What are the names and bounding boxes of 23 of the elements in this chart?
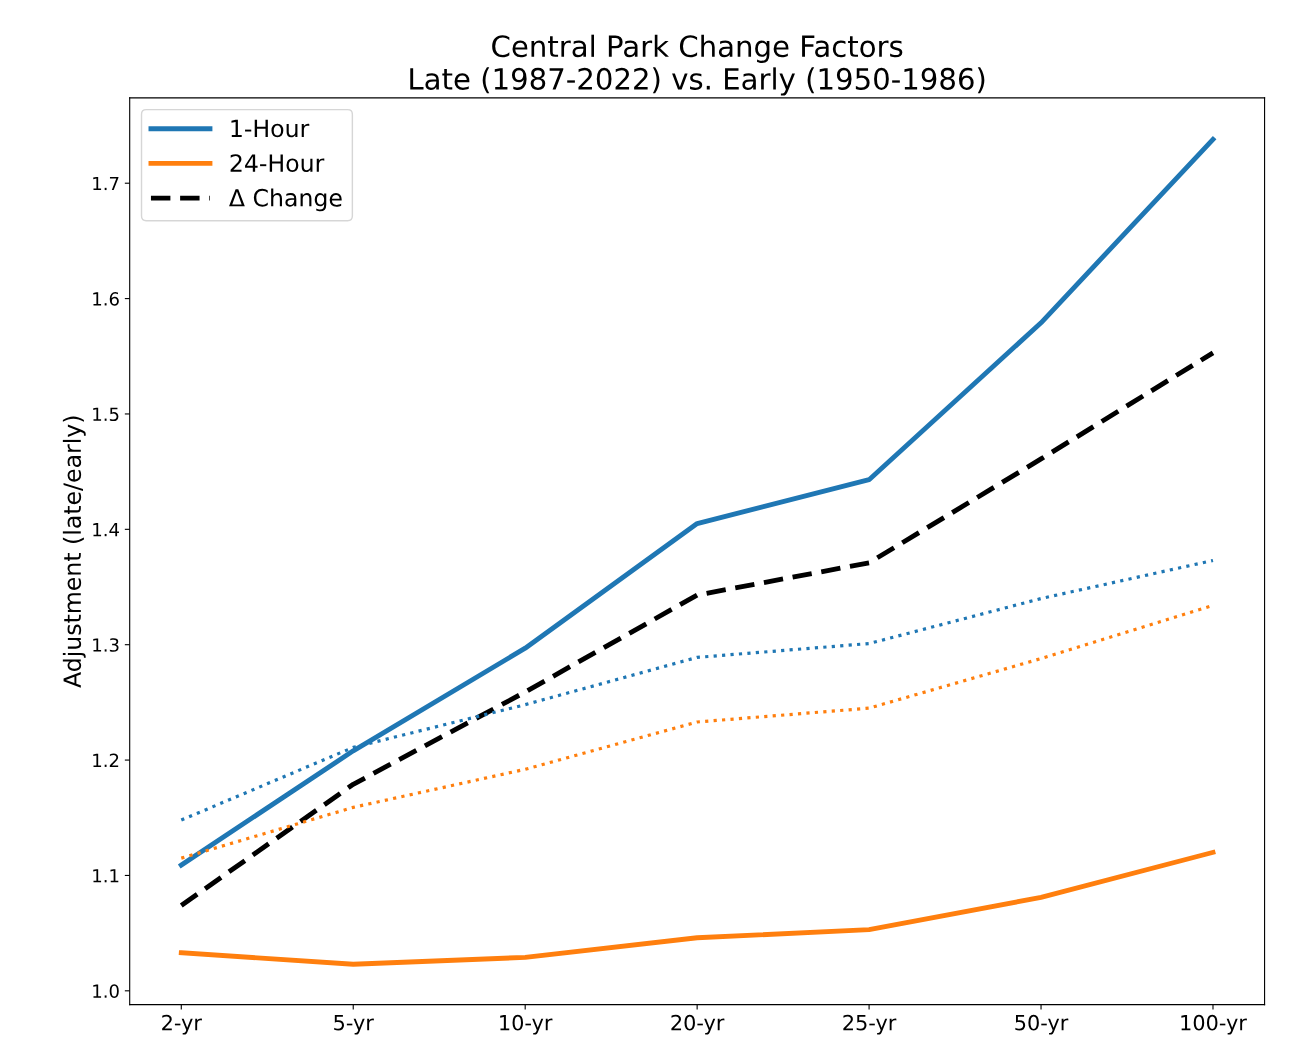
legend-label: Δ Change	[229, 188, 342, 212]
y-tick-label: 1.0	[93, 984, 119, 998]
y-tick-label: 1.3	[93, 638, 119, 652]
line-series	[178, 136, 1216, 868]
y-tick-label: 1.7	[93, 176, 119, 191]
legend-label: 24-Hour	[230, 154, 325, 173]
y-tick-label: 1.5	[93, 407, 119, 422]
line-series	[178, 350, 1216, 908]
y-tick-label: 1.6	[93, 292, 119, 306]
y-tick-label: 1.1	[93, 869, 119, 883]
x-tick-label: 5-yr	[334, 1015, 374, 1035]
x-tick-label: 25-yr	[843, 1014, 897, 1035]
y-axis-title: Adjustment (late/early)	[62, 416, 86, 688]
x-tick-label: 100-yr	[1181, 1014, 1247, 1035]
x-tick-label: 2-yr	[162, 1014, 202, 1035]
y-tick-label: 1.2	[93, 753, 119, 767]
legend-label: 1-Hour	[231, 119, 310, 138]
x-tick-label: 50-yr	[1015, 1014, 1069, 1035]
x-tick-label: 20-yr	[671, 1014, 725, 1035]
chart-title: Central Park Change Factors Late (1987-2022) vs. Early (1950-1986)	[410, 34, 985, 96]
line-series	[178, 849, 1216, 967]
x-tick-label: 10-yr	[500, 1014, 553, 1035]
y-tick-label: 1.4	[93, 523, 119, 537]
